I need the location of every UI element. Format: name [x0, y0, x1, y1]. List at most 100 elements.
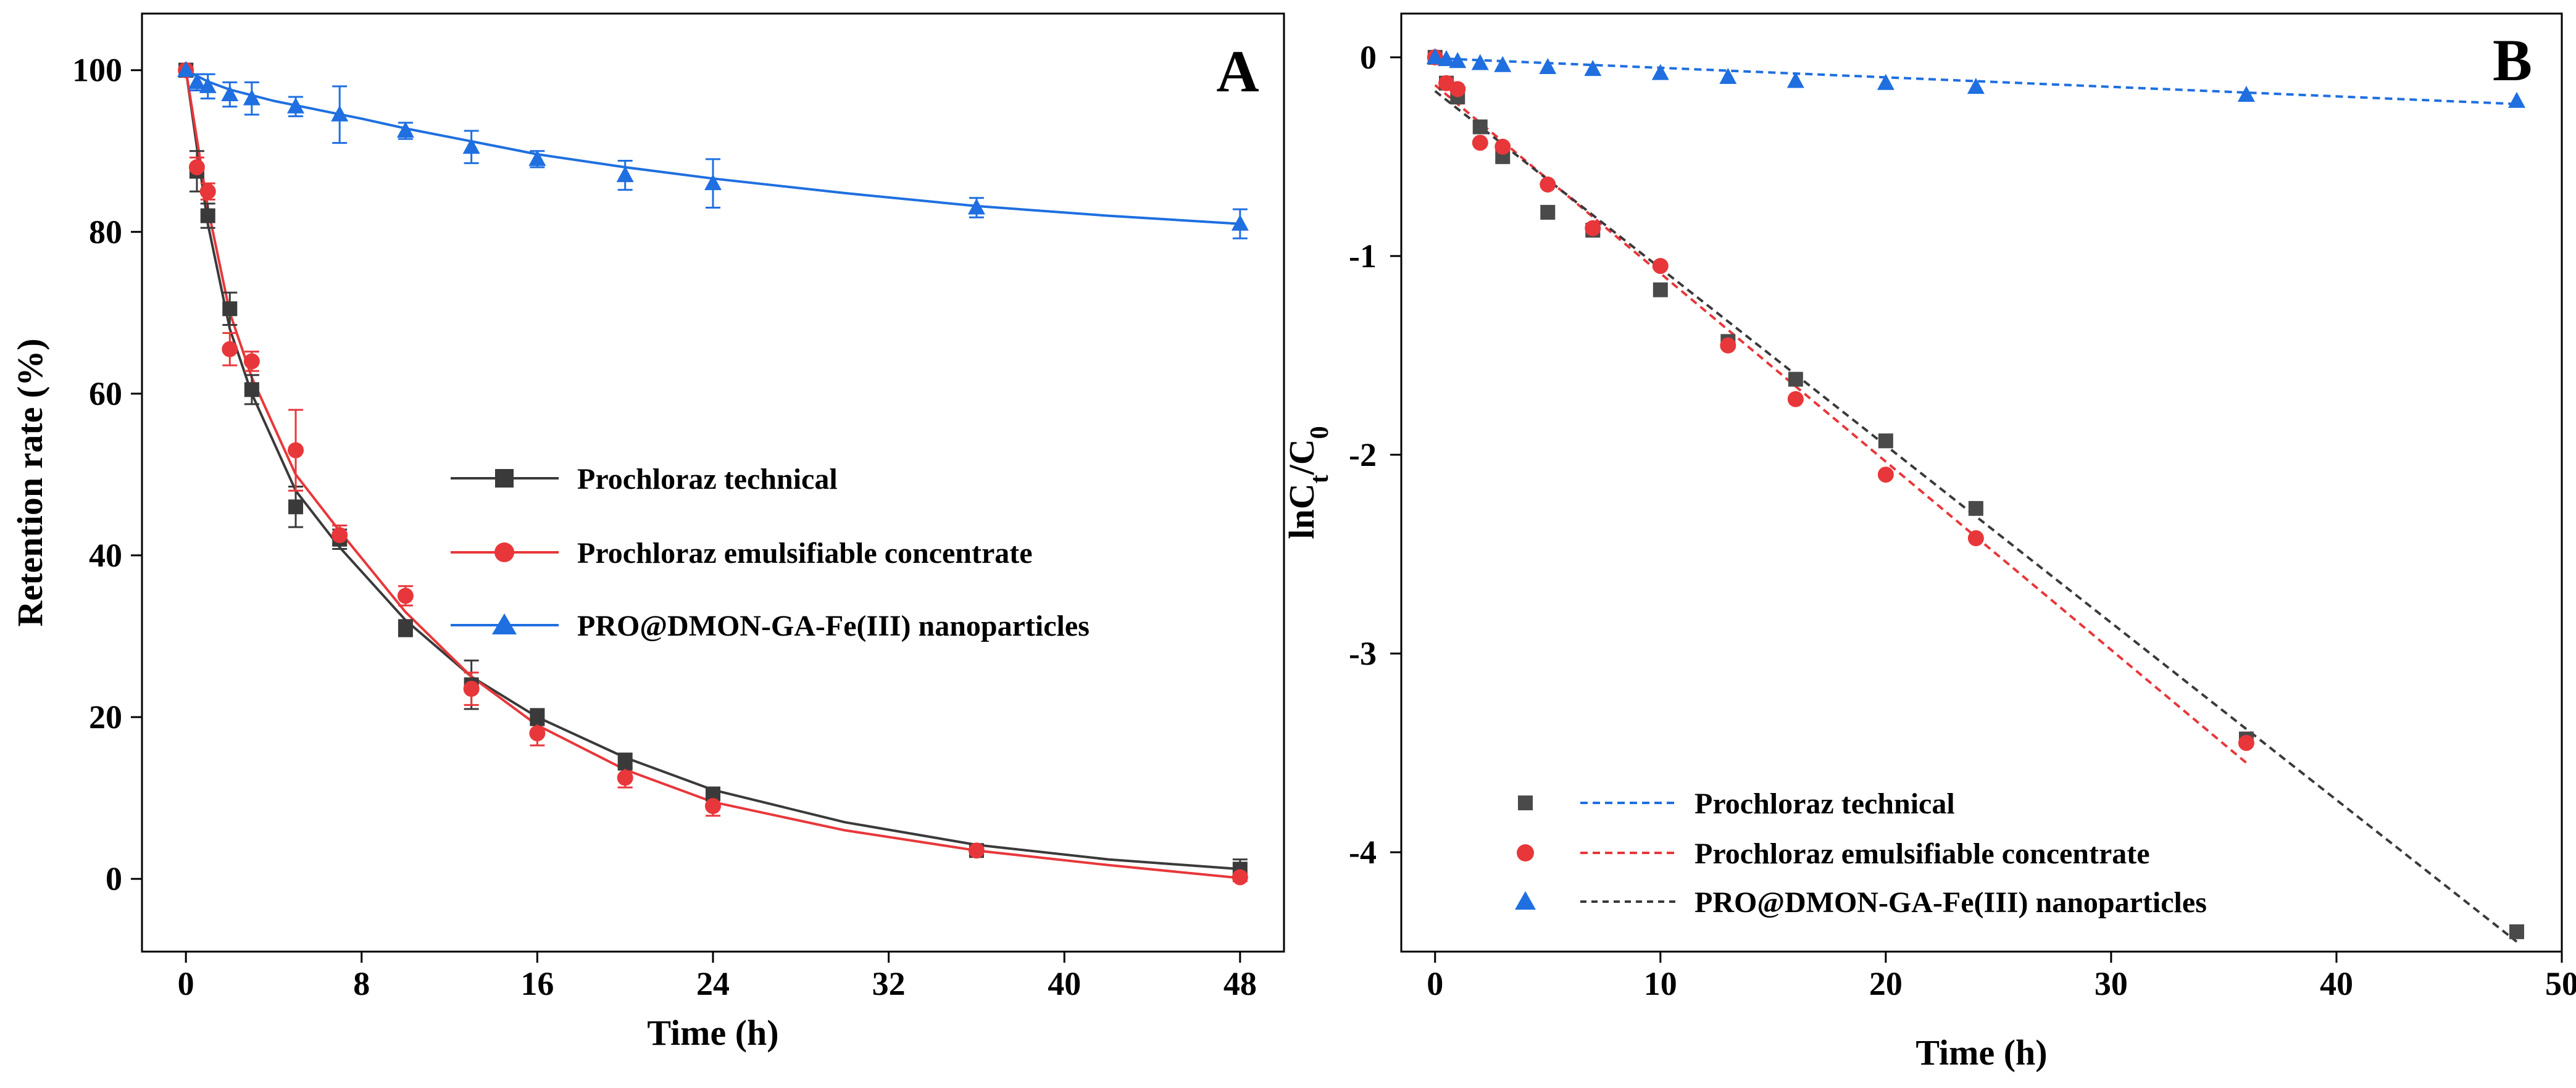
panel-a-data-point [331, 105, 349, 122]
panel-a-data-point [188, 73, 206, 89]
panel-a-data-point [200, 208, 215, 223]
panel-a-data-point [288, 499, 304, 515]
panel-a-data-point [967, 198, 985, 215]
panel-a-x-axis-label: Time (h) [647, 1013, 778, 1053]
panel-b-x-tick-label: 10 [1644, 965, 1677, 1002]
panel-a-data-point [222, 301, 238, 317]
panel-b: 0 10 20 30 40 500-1-2-3-4 B Time (h) lnCt/C0 … [1282, 12, 2576, 1073]
panel-a-letter: A [1216, 38, 1259, 104]
panel-a-data-point [1231, 214, 1249, 231]
legend-marker-square [495, 469, 514, 488]
panel-a-data-point [968, 842, 985, 859]
panel-a-x-tick-label: 48 [1223, 965, 1257, 1002]
panel-a-data-point [243, 353, 260, 370]
panel-a-data-point [287, 97, 305, 114]
panel-b-data-point [2237, 86, 2255, 102]
legend-b-label-pro-dmon: PRO@DMON-GA-Fe(III) nanoparticles [1694, 886, 2207, 919]
panel-b-fit-line-2 [1434, 90, 2518, 943]
panel-b-fit-line-0 [1435, 57, 2517, 106]
panel-b-data-point [1471, 54, 1489, 70]
panel-b-y-tick-label: -2 [1349, 436, 1377, 473]
legend-b-entry-pro-dmon: PRO@DMON-GA-Fe(III) nanoparticles [1515, 886, 2207, 919]
legend-entry-prochloraz-ec: Prochloraz emulsifiable concentrate [451, 537, 1033, 570]
legend-marker-circle [494, 542, 514, 562]
panel-b-data-point [1539, 57, 1557, 74]
panel-a-y-tick-label: 100 [72, 52, 122, 89]
panel-a-x-tick-label: 8 [353, 965, 370, 1002]
panel-b-data-point [2509, 924, 2524, 939]
legend-entry-pro-dmon: PRO@DMON-GA-Fe(III) nanoparticles [451, 610, 1090, 642]
panel-b-letter: B [2493, 27, 2532, 93]
panel-a-data-point [396, 122, 414, 138]
panel-b-data-point [1449, 52, 1467, 69]
panel-b-data-point [1494, 138, 1511, 155]
legend-b-marker-square [1518, 795, 1533, 810]
panel-b-x-axis-label: Time (h) [1915, 1032, 2047, 1073]
panel-a-data-point [530, 710, 545, 725]
panel-b-data-point [1967, 530, 1984, 547]
panel-b-data-point [1653, 282, 1668, 297]
panel-a-data-point [222, 341, 238, 357]
panel-b-data-point [1877, 73, 1894, 90]
panel-b-data-point [2507, 91, 2525, 108]
legend-b-marker-circle [1517, 844, 1534, 862]
panel-b-data-point [1584, 60, 1602, 77]
panel-a-data-point [1232, 869, 1248, 886]
panel-a-y-tick-label: 80 [89, 214, 122, 251]
legend-label-ec: Prochloraz emulsifiable concentrate [577, 537, 1033, 570]
panel-b-x-tick-label: 50 [2545, 965, 2576, 1002]
panel-b-data-point [1651, 64, 1669, 80]
panel-b-data-point [1720, 337, 1736, 354]
legend-b-entry-ec: Prochloraz emulsifiable concentrate [1517, 837, 2150, 870]
panel-a-legend: Prochloraz technical Prochloraz emulsifi… [451, 463, 1090, 642]
legend-label-pro-dmon: PRO@DMON-GA-Fe(III) nanoparticles [577, 610, 1090, 642]
panel-b-data-point [1426, 48, 1444, 64]
panel-b-y-tick-label: -4 [1349, 834, 1377, 871]
panel-a-data-point [177, 60, 195, 77]
panel-b-plot-frame [1400, 12, 2563, 953]
panel-b-x-tick-label: 40 [2320, 965, 2353, 1002]
panel-a-data-point [617, 754, 633, 770]
panel-a-y-tick-label: 60 [89, 375, 122, 412]
panel-b-x-tick-label: 0 [1427, 965, 1443, 1002]
panel-b-data-point [1438, 50, 1456, 67]
legend-b-label-ec: Prochloraz emulsifiable concentrate [1694, 837, 2150, 870]
panel-b-fit-line-1 [1434, 84, 2248, 764]
panel-b-data-point [1786, 72, 1804, 88]
panel-a-data-point [243, 89, 261, 106]
panel-a-data-point [462, 138, 480, 154]
panel-b-data-point [1968, 500, 1983, 516]
panel-a-data-point [221, 85, 239, 102]
panel-a-markers [177, 60, 1249, 886]
panel-b-y-axis-label: lnCt/C0 [1282, 426, 1334, 539]
panel-b-data-point [1788, 372, 1803, 387]
legend-b-entry-technical: Prochloraz technical [1518, 787, 1955, 820]
panel-b-data-point [1472, 135, 1488, 151]
panel-a-data-point [398, 620, 413, 636]
panel-a-data-point [397, 588, 414, 604]
panel-a-data-point [617, 770, 633, 786]
panel-b-y-tick-label: 0 [1360, 39, 1377, 76]
panel-a-data-point [188, 159, 205, 175]
panel-a-x-tick-label: 32 [872, 965, 906, 1002]
panel-a-data-point [199, 183, 216, 200]
legend-entry-prochloraz-technical: Prochloraz technical [451, 463, 838, 496]
panel-a-data-point [331, 527, 348, 544]
panel-b-fit-lines [1434, 57, 2518, 943]
panel-a: 0 8 16 24 32 40 48 0 20 40 60 80 100 A Time (h) Rete… [10, 12, 1285, 1053]
panel-b-x-tick-label: 20 [1869, 965, 1903, 1002]
panel-b-y-tick-label: -3 [1349, 635, 1377, 672]
panel-b-data-point [1540, 176, 1556, 193]
panel-a-y-tick-label: 0 [106, 860, 122, 897]
panel-b-data-point [1449, 81, 1466, 98]
panel-b-data-point [1472, 119, 1488, 135]
panel-b-data-point [1877, 467, 1894, 483]
panel-a-y-tick-label: 20 [89, 699, 122, 736]
panel-a-data-point [616, 166, 634, 183]
panel-b-data-point [1540, 205, 1556, 220]
panel-a-ticks: 0 8 16 24 32 40 48 0 20 40 60 80 100 [72, 52, 1257, 1002]
panel-a-data-point [199, 77, 217, 93]
panel-b-ticks: 0 10 20 30 40 50 0 -1 -2 -3 -4 [1349, 39, 2576, 1002]
panel-b-data-point [1719, 68, 1737, 85]
